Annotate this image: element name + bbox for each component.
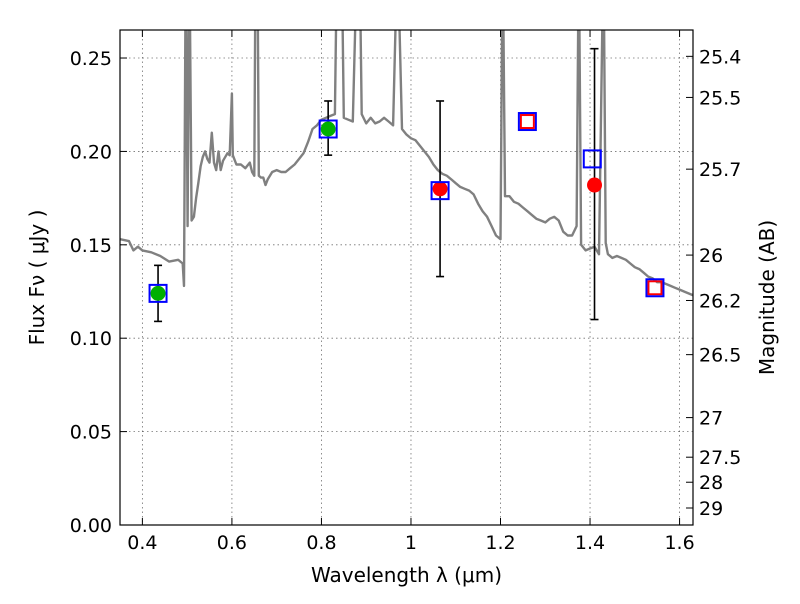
model-sed-layer <box>120 30 693 297</box>
y-tick-label: 0.15 <box>70 235 112 257</box>
model-band-flux-marker <box>148 283 168 303</box>
y-tick-label: 0.25 <box>70 48 112 70</box>
right-tick-label: 26.5 <box>699 345 741 367</box>
x-tick-label: 0.4 <box>127 532 157 554</box>
x-tick-label: 0.6 <box>217 532 247 554</box>
model-band-flux-marker <box>517 112 537 132</box>
y-axis-label: Flux Fν ( μJy ) <box>25 210 49 346</box>
y-tick-label: 0.00 <box>70 515 112 537</box>
marker-layer <box>148 47 665 323</box>
upper-limits-marker <box>519 114 535 130</box>
x-tick-label: 1.6 <box>664 532 694 554</box>
ticks: 0.4 0.6 0.8 1 1.2 1.4 1.6 0.00 0.05 0.10 0.15 0.20 0… <box>70 30 741 554</box>
right-tick-label: 26 <box>699 245 723 267</box>
right-tick-label: 27 <box>699 408 723 430</box>
right-tick-label: 25.7 <box>699 159 741 181</box>
model-sed-line <box>120 30 693 297</box>
observed-fluxes-point <box>432 181 448 197</box>
right-tick-label: 29 <box>699 498 723 520</box>
observed-detections-point <box>150 285 166 301</box>
x-tick-label: 0.8 <box>306 532 336 554</box>
right-tick-label: 26.2 <box>699 290 741 312</box>
y-tick-label: 0.20 <box>70 141 112 163</box>
right-tick-label: 28 <box>699 472 723 494</box>
observed-detections-point <box>320 121 336 137</box>
observed-fluxes-point <box>587 177 603 193</box>
x-tick-label: 1 <box>405 532 417 554</box>
y-tick-label: 0.05 <box>70 422 112 444</box>
model-band-flux-marker <box>645 278 665 298</box>
grid <box>120 30 693 526</box>
model-band-flux-marker <box>318 119 338 139</box>
right-y-axis-label: Magnitude (AB) <box>755 220 779 375</box>
x-tick-label: 1.2 <box>485 532 515 554</box>
right-tick-label: 27.5 <box>699 447 741 469</box>
right-tick-label: 25.4 <box>699 46 741 68</box>
upper-limits-marker <box>647 280 663 296</box>
y-tick-label: 0.10 <box>70 328 112 350</box>
x-tick-label: 1.4 <box>575 532 605 554</box>
x-axis-label: Wavelength λ (μm) <box>311 563 502 587</box>
plot-frame <box>119 29 694 526</box>
model-band-flux-marker <box>582 149 602 169</box>
model-band-flux-marker <box>430 181 450 201</box>
right-tick-label: 25.5 <box>699 87 741 109</box>
